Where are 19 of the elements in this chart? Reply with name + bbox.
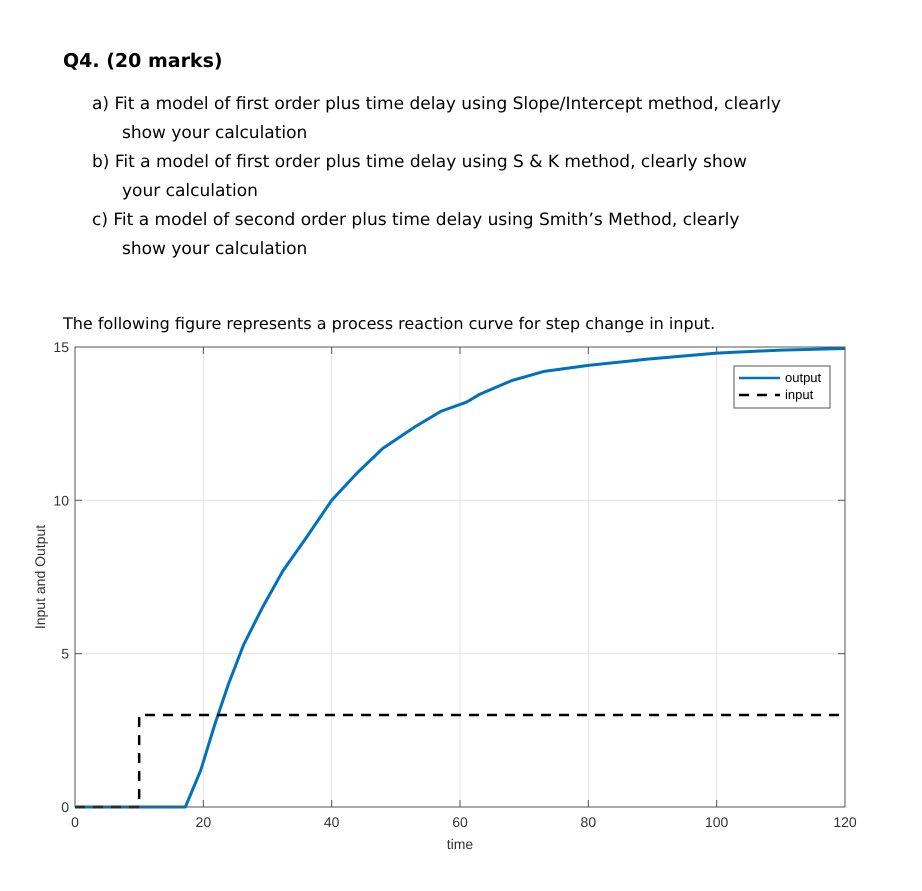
- y-axis-title: Input and Output: [32, 524, 48, 630]
- line-series: [74, 347, 846, 808]
- legend-label: output: [785, 370, 822, 385]
- x-tick-label: 100: [704, 814, 729, 830]
- y-tick-label: 0: [61, 799, 70, 815]
- legend-label: input: [785, 387, 814, 402]
- x-tick-label: 40: [324, 814, 340, 830]
- x-tick-label: 0: [71, 814, 80, 830]
- x-tick-label: 60: [452, 814, 468, 830]
- chart-subtitle: The following figure represents a process reaction curve for step change in input.: [63, 314, 716, 333]
- y-tick-label: 5: [61, 646, 70, 662]
- text: c) Fit a model of second order plus time delay using Smith’s Method, clearly show your calculation: [91, 209, 740, 261]
- x-tick-label: 20: [196, 814, 212, 830]
- x-axis-title: time: [446, 836, 474, 852]
- y-tick-label: 10: [53, 492, 70, 508]
- y-tick-label: 15: [53, 339, 70, 355]
- x-tick-label: 80: [580, 814, 596, 830]
- chart-title: Q4. (20 marks): [63, 50, 224, 72]
- x-tick-label: 120: [833, 814, 857, 830]
